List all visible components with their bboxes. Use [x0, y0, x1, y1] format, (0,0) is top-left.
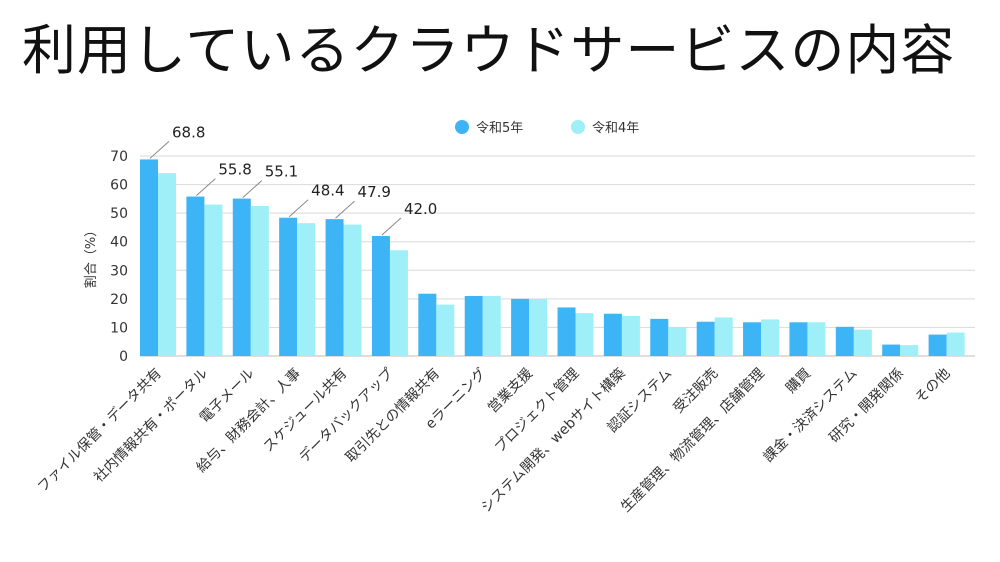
data-label: 47.9: [358, 183, 391, 201]
bar-reiwa4: [297, 223, 316, 356]
data-label-leader: [288, 199, 309, 218]
bar-reiwa4: [436, 304, 455, 356]
y-tick-label: 60: [110, 178, 128, 194]
data-labels: 68.8 55.8 55.1 48.4 47.9 42.0: [149, 123, 437, 236]
data-label-leader: [196, 178, 216, 196]
legend-marker: [571, 120, 585, 134]
bar-reiwa5: [882, 344, 901, 356]
bar-reiwa5: [279, 217, 298, 356]
data-label-leader: [335, 200, 355, 219]
bar-reiwa5: [325, 219, 344, 356]
bars: [140, 159, 965, 356]
page-title: 利用しているクラウドサービスの内容: [22, 19, 956, 82]
bar-reiwa5: [232, 198, 251, 356]
bar-reiwa4: [529, 298, 548, 356]
data-label: 55.8: [218, 161, 251, 179]
legend-label: 令和4年: [592, 121, 639, 136]
bar-reiwa5: [511, 298, 530, 356]
bar-reiwa5: [650, 318, 669, 356]
bar-reiwa4: [946, 332, 965, 356]
bar-reiwa5: [464, 296, 483, 356]
y-axis-ticks: 0 10 20 30 40 50 60 70: [110, 149, 128, 365]
legend: 令和5年 令和4年: [455, 120, 639, 136]
bar-reiwa5: [418, 293, 437, 356]
category-label: その他: [912, 366, 953, 407]
y-tick-label: 70: [110, 149, 128, 165]
y-axis-label: 割合（%）: [83, 224, 99, 288]
category-label: プロジェクト管理: [492, 366, 583, 457]
bar-reiwa4: [482, 296, 501, 356]
bar-reiwa4: [343, 224, 362, 356]
data-label-leader: [242, 180, 263, 198]
bar-reiwa5: [789, 322, 808, 356]
bar-reiwa4: [714, 317, 733, 356]
data-label: 68.8: [172, 123, 205, 141]
bar-reiwa5: [557, 307, 576, 356]
bar-reiwa5: [186, 196, 205, 356]
bar-reiwa4: [853, 329, 872, 356]
category-label: 購買: [783, 366, 814, 397]
bar-reiwa5: [696, 321, 715, 356]
y-tick-label: 0: [119, 349, 128, 365]
data-label: 48.4: [311, 182, 344, 200]
data-label-leader: [381, 217, 402, 236]
y-tick-label: 10: [110, 320, 128, 336]
bar-reiwa4: [761, 319, 780, 356]
bar-reiwa4: [250, 206, 269, 356]
legend-label: 令和5年: [476, 121, 523, 136]
bar-reiwa4: [668, 327, 687, 356]
data-label-leader: [149, 141, 170, 159]
bar-reiwa5: [835, 326, 854, 356]
data-label: 42.0: [404, 200, 437, 218]
bar-reiwa5: [603, 313, 622, 356]
y-tick-label: 50: [110, 206, 128, 222]
bar-reiwa5: [371, 236, 390, 356]
bar-reiwa4: [621, 316, 640, 356]
bar-reiwa4: [204, 204, 223, 356]
bar-reiwa4: [575, 313, 594, 356]
bar-reiwa4: [807, 322, 826, 356]
data-label: 55.1: [265, 163, 298, 181]
y-tick-label: 20: [110, 292, 128, 308]
bar-reiwa5: [743, 322, 762, 356]
bar-reiwa4: [389, 250, 408, 356]
bar-reiwa4: [900, 345, 919, 356]
category-label: スケジュール共有: [261, 366, 351, 456]
category-labels: ファイル保管・データ共有社内情報共有・ポータル電子メール給与、財務会計、人事スケ…: [34, 365, 953, 516]
y-tick-label: 40: [110, 235, 128, 251]
legend-marker: [455, 120, 469, 134]
bar-reiwa4: [158, 173, 176, 356]
bar-reiwa5: [928, 334, 947, 356]
bar-reiwa5: [140, 159, 158, 356]
y-tick-label: 30: [110, 263, 128, 279]
